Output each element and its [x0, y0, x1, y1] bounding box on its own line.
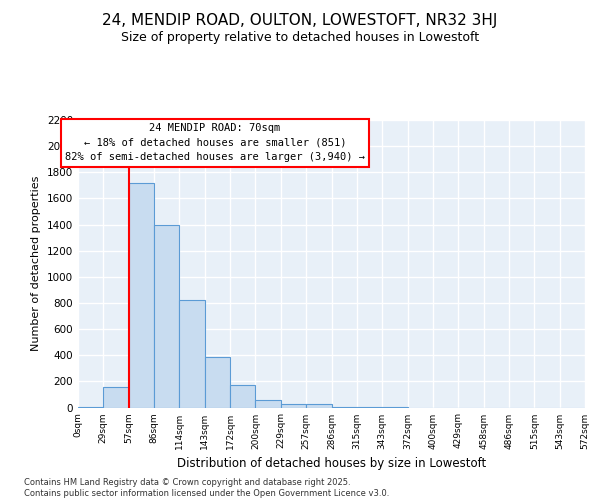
- Bar: [306, 404, 331, 407]
- Bar: [256, 400, 281, 407]
- Bar: [382, 407, 407, 408]
- X-axis label: Distribution of detached houses by size in Lowestoft: Distribution of detached houses by size …: [177, 457, 486, 470]
- Text: Contains HM Land Registry data © Crown copyright and database right 2025.
Contai: Contains HM Land Registry data © Crown c…: [24, 478, 389, 498]
- Bar: [103, 386, 128, 407]
- Bar: [281, 404, 306, 407]
- Bar: [179, 300, 205, 408]
- Y-axis label: Number of detached properties: Number of detached properties: [31, 176, 41, 352]
- Bar: [205, 356, 230, 408]
- Bar: [128, 182, 154, 408]
- Bar: [154, 224, 179, 408]
- Bar: [357, 407, 382, 408]
- Bar: [78, 407, 103, 408]
- Text: Size of property relative to detached houses in Lowestoft: Size of property relative to detached ho…: [121, 31, 479, 44]
- Bar: [230, 386, 256, 407]
- Text: 24, MENDIP ROAD, OULTON, LOWESTOFT, NR32 3HJ: 24, MENDIP ROAD, OULTON, LOWESTOFT, NR32…: [103, 12, 497, 28]
- Bar: [331, 407, 357, 408]
- Text: 24 MENDIP ROAD: 70sqm
← 18% of detached houses are smaller (851)
82% of semi-det: 24 MENDIP ROAD: 70sqm ← 18% of detached …: [65, 123, 365, 162]
